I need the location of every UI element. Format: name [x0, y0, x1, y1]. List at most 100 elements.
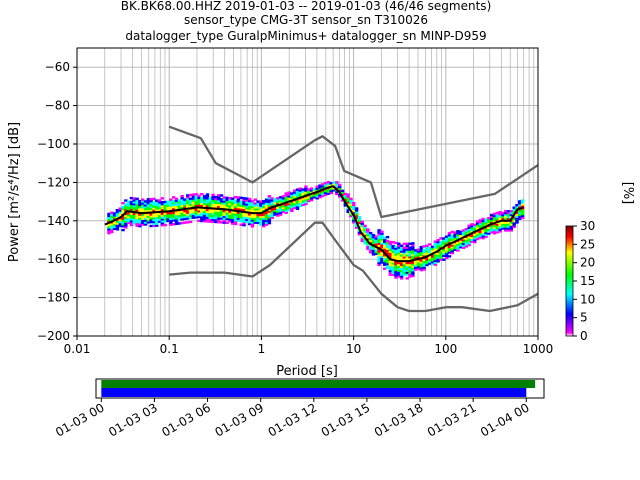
pdf-cell	[174, 203, 179, 206]
pdf-cell	[245, 216, 249, 220]
pdf-cell	[323, 189, 328, 193]
pdf-cell	[458, 245, 463, 249]
pdf-cell	[197, 208, 201, 211]
x-tick-label: 0.1	[160, 342, 179, 356]
pdf-cell	[135, 205, 139, 208]
pdf-cell	[366, 243, 370, 247]
pdf-cell	[177, 201, 182, 204]
pdf-cell	[518, 217, 522, 220]
pdf-cell	[157, 216, 162, 219]
pdf-cell	[222, 217, 227, 220]
pdf-cell	[160, 220, 165, 223]
y-tick-label: −200	[37, 329, 70, 343]
pdf-cell	[180, 216, 184, 219]
pdf-cell	[191, 214, 196, 217]
pdf-cell	[211, 193, 215, 197]
pdf-cell	[360, 237, 364, 241]
pdf-cell	[343, 204, 348, 207]
pdf-cell	[160, 206, 165, 210]
pdf-cell	[287, 204, 291, 208]
pdf-cell	[245, 208, 249, 212]
pdf-cell	[363, 234, 367, 237]
pdf-cell	[205, 193, 210, 196]
pdf-cell	[484, 235, 488, 239]
pdf-cell	[121, 215, 125, 218]
pdf-cell	[307, 192, 311, 195]
pdf-cell	[478, 236, 483, 239]
pdf-cell	[115, 214, 120, 218]
pdf-cell	[391, 265, 395, 269]
pdf-cell	[146, 198, 151, 201]
pdf-cell	[450, 249, 454, 253]
pdf-cell	[380, 236, 384, 239]
pdf-cell	[374, 243, 378, 246]
pdf-cell	[171, 205, 176, 209]
pdf-cell	[411, 249, 415, 253]
pdf-cell	[214, 199, 218, 203]
pdf-cell	[245, 201, 249, 204]
pdf-cell	[380, 253, 384, 256]
pdf-cell	[208, 210, 212, 214]
pdf-cell	[287, 199, 291, 202]
pdf-cell	[163, 216, 167, 219]
pdf-cell	[444, 239, 449, 242]
pdf-cell	[281, 200, 286, 204]
pdf-cell	[326, 188, 331, 192]
pdf-cell	[315, 189, 319, 192]
pdf-cell	[439, 252, 443, 255]
pdf-cell	[292, 191, 297, 194]
pdf-cell	[340, 199, 345, 202]
pdf-cell	[442, 248, 446, 252]
pdf-cell	[169, 223, 173, 226]
pdf-cell	[402, 246, 407, 249]
pdf-cell	[124, 212, 128, 216]
pdf-cell	[408, 273, 412, 276]
pdf-cell	[520, 205, 525, 208]
pdf-cell	[368, 247, 373, 250]
pdf-cell	[180, 200, 184, 204]
pdf-cell	[149, 197, 153, 201]
pdf-cell	[169, 200, 173, 203]
pdf-cell	[478, 222, 483, 226]
timeline-panel: 01-03 00 01-03 03 01-03 06 01-03 09 01-03 12…	[53, 378, 545, 440]
pdf-cell	[498, 210, 502, 214]
pdf-cell	[278, 205, 283, 209]
pdf-cell	[205, 220, 210, 223]
pdf-cell	[155, 212, 159, 216]
pdf-cell	[385, 258, 390, 262]
pdf-cell	[276, 210, 280, 213]
pdf-cell	[155, 207, 159, 210]
pdf-cell	[495, 223, 499, 226]
pdf-cell	[228, 204, 232, 208]
pdf-cell	[126, 219, 131, 223]
pdf-cell	[495, 219, 499, 222]
pdf-cell	[428, 250, 432, 254]
pdf-cell	[357, 217, 362, 221]
pdf-cell	[385, 247, 390, 250]
pdf-cell	[174, 220, 179, 224]
pdf-cell	[394, 262, 398, 266]
pdf-cell	[315, 197, 319, 200]
pdf-cell	[253, 206, 257, 209]
pdf-cell	[377, 229, 381, 232]
pdf-cell	[186, 221, 190, 224]
pdf-cell	[377, 261, 381, 265]
pdf-cell	[281, 195, 286, 198]
pdf-cell	[506, 229, 511, 232]
pdf-cell	[129, 206, 134, 209]
pdf-cell	[163, 218, 167, 221]
pdf-cell	[262, 213, 266, 216]
pdf-cell	[492, 226, 497, 229]
pdf-cell	[461, 244, 466, 248]
pdf-cell	[124, 222, 128, 225]
pdf-cell	[186, 194, 190, 197]
pdf-cell	[453, 248, 457, 252]
pdf-cell	[467, 238, 471, 241]
pdf-cell	[520, 212, 525, 216]
pdf-cell	[470, 225, 474, 228]
pdf-cell	[225, 210, 229, 213]
pdf-cell	[149, 199, 153, 203]
pdf-cell	[430, 247, 435, 250]
pdf-cell	[174, 213, 179, 216]
pdf-cell	[242, 198, 246, 202]
